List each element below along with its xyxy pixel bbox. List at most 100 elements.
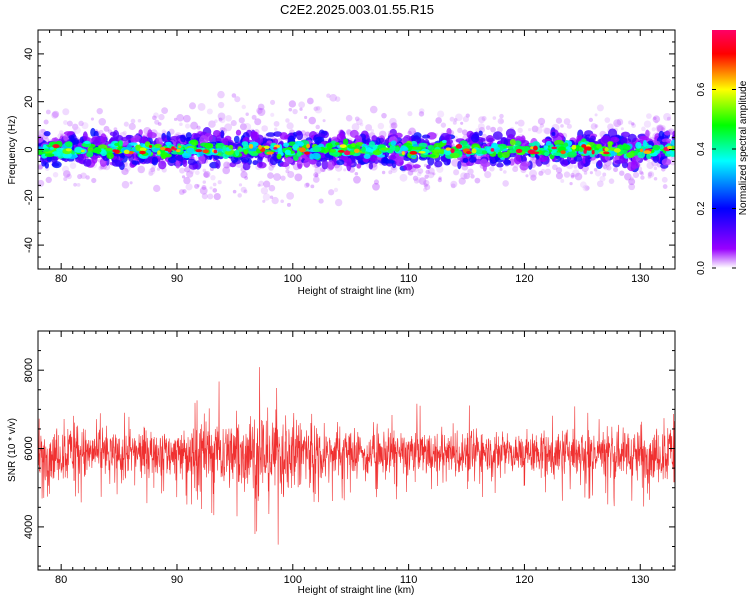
heatmap-cell — [577, 160, 584, 170]
heatmap-cell — [312, 146, 322, 153]
heatmap-cell — [660, 125, 666, 131]
heatmap-cell — [257, 108, 266, 116]
snr-panel: 80 90 100 110 120 130 4000 6000 8000 Height of … — [7, 330, 676, 596]
heatmap-cell — [314, 105, 323, 114]
heatmap-cell — [412, 164, 421, 169]
heatmap-cell — [551, 131, 556, 137]
heatmap-cell — [196, 184, 200, 188]
heatmap-cell — [240, 157, 250, 163]
heatmap-cell — [175, 149, 181, 153]
heatmap-cell — [606, 165, 612, 171]
heatmap-cell — [245, 112, 249, 116]
heatmap-cell — [286, 202, 291, 207]
heatmap-cell — [322, 119, 326, 123]
heatmap-cell — [381, 112, 387, 119]
heatmap-cell — [440, 154, 447, 162]
heatmap-cell — [552, 164, 558, 171]
heatmap-cell — [635, 141, 642, 149]
heatmap-cell — [571, 144, 577, 150]
heatmap-cell — [661, 138, 672, 143]
heatmap-cell — [583, 171, 588, 175]
heatmap-cell — [91, 149, 102, 154]
heatmap-cell — [195, 149, 203, 153]
heatmap-cell — [235, 149, 240, 157]
heatmap-cell — [423, 187, 428, 192]
heatmap-cell — [274, 127, 278, 131]
heatmap-cell — [56, 147, 64, 152]
heatmap-cell — [453, 117, 458, 122]
heatmap-cell — [243, 122, 252, 131]
heatmap-cell — [607, 144, 613, 148]
heatmap-cell — [63, 134, 69, 141]
heatmap-cell — [593, 167, 598, 172]
heatmap-cell — [179, 122, 183, 127]
heatmap-cell — [471, 148, 477, 154]
heatmap-cell — [563, 171, 571, 178]
heatmap-cell — [603, 151, 610, 155]
heatmap-cell — [401, 151, 405, 155]
heatmap-cell — [655, 124, 663, 133]
heatmap-cell — [643, 150, 652, 155]
heatmap-cell — [112, 130, 120, 140]
heatmap-cell — [295, 130, 303, 136]
heatmap-cell — [182, 189, 187, 194]
heatmap-cell — [44, 162, 50, 169]
heatmap-cell — [663, 112, 672, 121]
heatmap-cell — [333, 187, 339, 193]
heatmap-cell — [167, 148, 172, 153]
heatmap-cell — [410, 154, 417, 159]
snr-y-label: SNR (10 * v/v) — [7, 418, 18, 482]
heatmap-cell — [222, 145, 227, 153]
heatmap-cell — [213, 149, 218, 154]
heatmap-cell — [389, 123, 397, 130]
heatmap-cell — [631, 156, 636, 165]
heatmap-cell — [270, 99, 276, 105]
heatmap-cell — [130, 137, 138, 145]
heatmap-cell — [121, 180, 130, 189]
heatmap-cell — [52, 171, 59, 178]
heatmap-cell — [157, 150, 161, 155]
heatmap-cell — [481, 116, 487, 121]
heatmap-cell — [257, 183, 261, 187]
heatmap-cell — [514, 140, 522, 146]
heatmap-cell — [455, 144, 463, 149]
heatmap-cell — [123, 149, 130, 155]
heatmap-cell — [344, 150, 351, 156]
heatmap-cell — [287, 170, 295, 178]
heatmap-cell — [256, 107, 263, 114]
heatmap-cell — [492, 116, 497, 120]
heatmap-cell — [560, 124, 564, 128]
heatmap-cell — [530, 174, 537, 181]
heatmap-cell — [432, 172, 436, 176]
heatmap-cell — [314, 173, 319, 178]
heatmap-cell — [218, 117, 223, 122]
heatmap-cell — [628, 183, 636, 191]
heatmap-cell — [316, 160, 322, 167]
heatmap-cell — [181, 152, 192, 159]
heatmap-y-ticks: -40 -20 0 20 40 — [23, 29, 675, 270]
heatmap-cell — [372, 149, 382, 156]
heatmap-cell — [517, 127, 523, 134]
heatmap-cell — [181, 175, 186, 179]
heatmap-cell — [423, 183, 428, 188]
heatmap-cell — [351, 142, 356, 148]
heatmap-cell — [286, 191, 295, 200]
heatmap-cell — [485, 125, 491, 131]
snr-y-ticks: 4000 6000 8000 — [23, 330, 675, 567]
heatmap-cell — [480, 137, 486, 142]
y-tick-label: 20 — [23, 96, 35, 108]
heatmap-cell — [38, 164, 44, 170]
heatmap-cell — [228, 144, 234, 150]
heatmap-cell — [390, 122, 398, 129]
heatmap-cell — [306, 97, 314, 105]
heatmap-cell — [351, 123, 360, 131]
x-tick-label: 90 — [171, 273, 183, 285]
heatmap-cell — [519, 162, 529, 171]
heatmap-cell — [361, 146, 366, 153]
heatmap-cell — [641, 126, 646, 132]
heatmap-cell — [76, 182, 81, 187]
heatmap-cell — [485, 135, 494, 143]
heatmap-cell — [212, 129, 221, 138]
heatmap-cell — [234, 96, 241, 103]
colorbar-ticks: 0.0 0.2 0.4 0.6 — [696, 82, 736, 275]
